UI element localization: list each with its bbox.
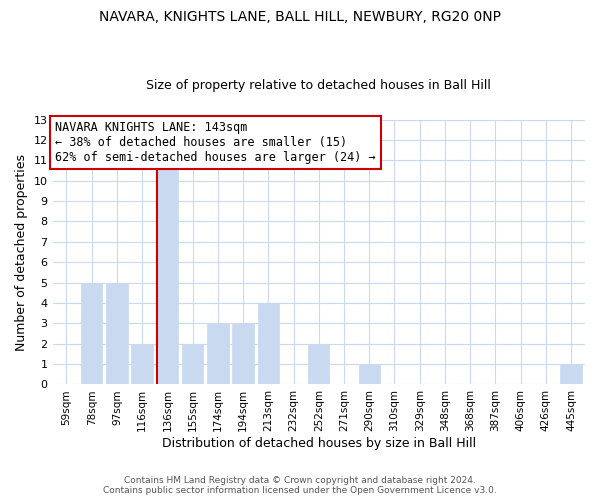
- Y-axis label: Number of detached properties: Number of detached properties: [15, 154, 28, 350]
- Bar: [106, 282, 128, 384]
- Text: NAVARA, KNIGHTS LANE, BALL HILL, NEWBURY, RG20 0NP: NAVARA, KNIGHTS LANE, BALL HILL, NEWBURY…: [99, 10, 501, 24]
- Bar: [308, 344, 329, 384]
- Text: NAVARA KNIGHTS LANE: 143sqm
← 38% of detached houses are smaller (15)
62% of sem: NAVARA KNIGHTS LANE: 143sqm ← 38% of det…: [55, 121, 376, 164]
- X-axis label: Distribution of detached houses by size in Ball Hill: Distribution of detached houses by size …: [162, 437, 476, 450]
- Bar: [81, 282, 103, 384]
- Bar: [182, 344, 203, 384]
- Bar: [207, 324, 229, 384]
- Title: Size of property relative to detached houses in Ball Hill: Size of property relative to detached ho…: [146, 79, 491, 92]
- Bar: [131, 344, 153, 384]
- Text: Contains HM Land Registry data © Crown copyright and database right 2024.
Contai: Contains HM Land Registry data © Crown c…: [103, 476, 497, 495]
- Bar: [560, 364, 582, 384]
- Bar: [257, 303, 279, 384]
- Bar: [157, 160, 178, 384]
- Bar: [359, 364, 380, 384]
- Bar: [232, 324, 254, 384]
